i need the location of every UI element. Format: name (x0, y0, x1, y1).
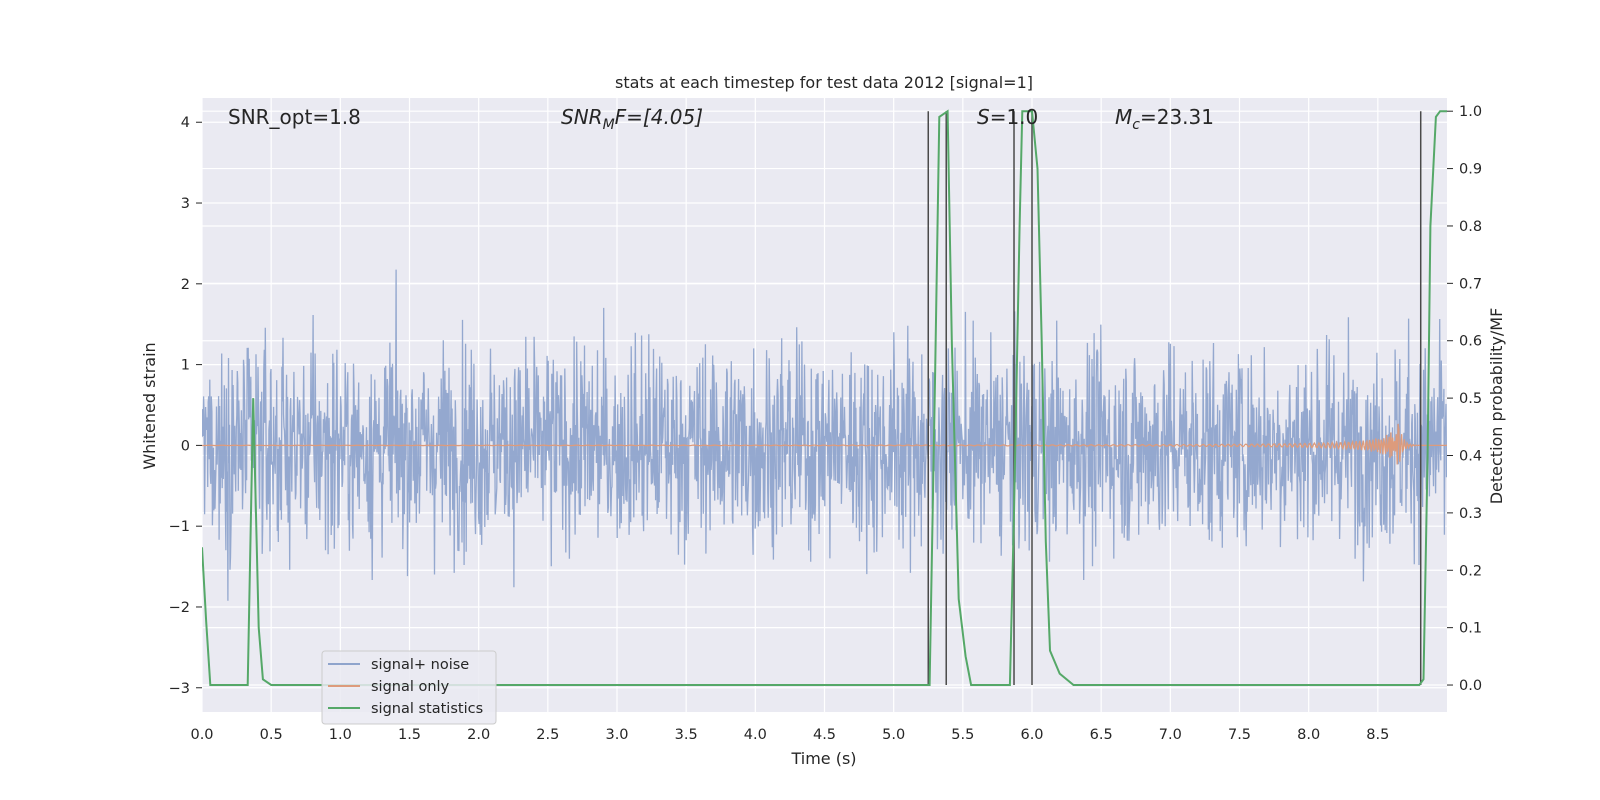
x-tick-label: 5.0 (882, 727, 905, 743)
y-tick-label-left: 0 (181, 438, 190, 454)
y-tick-label-right: 0.4 (1459, 448, 1482, 464)
x-ticks: 0.0 0.5 1.0 1.5 2.0 2.5 3.0 3.5 4.0 4.5 5.0 5.5 6.0 6… (190, 727, 1389, 743)
x-tick-label: 5.5 (951, 727, 974, 743)
y-tick-label-left: 1 (181, 358, 190, 374)
x-tick-label: 4.5 (813, 727, 836, 743)
y-tick-label-right: 0.2 (1459, 563, 1482, 579)
y-tick-label-left: 2 (181, 277, 190, 293)
x-tick-label: 8.0 (1297, 727, 1320, 743)
y-tick-label-left: −2 (169, 600, 190, 616)
y-tick-label-right: 0.1 (1459, 621, 1482, 637)
legend-label-statistics: signal statistics (371, 701, 483, 717)
x-axis-label: Time (s) (790, 749, 856, 768)
x-tick-label: 0.0 (190, 727, 213, 743)
legend-box (321, 650, 497, 725)
x-tick-label: 8.5 (1366, 727, 1389, 743)
x-tick-label: 6.0 (1020, 727, 1043, 743)
y-tick-label-right: 0.3 (1459, 506, 1482, 522)
y-tick-label-right: 0.0 (1459, 678, 1482, 694)
annotation-s: S=1.0 (977, 105, 1038, 129)
x-tick-label: 6.5 (1090, 727, 1113, 743)
x-tick-label: 1.5 (398, 727, 421, 743)
signal-noise-line (202, 269, 1447, 601)
y-ticks-right: 0.0 0.1 0.2 0.3 0.4 0.5 0.6 0.7 0.8 0.9 1.0 (1447, 104, 1482, 694)
legend-label-signal: signal only (371, 679, 450, 695)
x-tick-label: 7.5 (1228, 727, 1251, 743)
y-tick-label-left: −1 (169, 519, 190, 535)
legend-label-noise: signal+ noise (371, 657, 469, 673)
x-tick-label: 0.5 (260, 727, 283, 743)
y-tick-label-left: 4 (181, 115, 190, 131)
y-tick-label-right: 0.9 (1459, 162, 1482, 178)
x-tick-label: 4.0 (744, 727, 767, 743)
x-tick-label: 2.0 (467, 727, 490, 743)
y-axis-label-right: Detection probability/MF (1487, 308, 1506, 505)
y-tick-label-right: 0.7 (1459, 276, 1482, 292)
signal-only-line (202, 423, 1447, 465)
x-tick-label: 3.5 (675, 727, 698, 743)
annotation-snr-mf: SNRMF=[4.05] (561, 105, 703, 133)
y-tick-label-left: −3 (169, 681, 190, 697)
y-tick-label-left: 3 (181, 196, 190, 212)
y-tick-label-right: 0.6 (1459, 334, 1482, 350)
x-tick-label: 7.0 (1159, 727, 1182, 743)
x-tick-label: 2.5 (536, 727, 559, 743)
y-axis-label-left: Whitened strain (140, 342, 159, 469)
x-tick-label: 3.0 (605, 727, 628, 743)
y-tick-label-right: 0.8 (1459, 219, 1482, 235)
y-tick-label-right: 0.5 (1459, 391, 1482, 407)
x-tick-label: 1.0 (329, 727, 352, 743)
y-tick-label-right: 1.0 (1459, 104, 1482, 120)
series-layer (202, 109, 1447, 686)
signal-statistics-line (202, 109, 1447, 686)
annotation-mc: Mc=23.31 (1115, 105, 1214, 133)
legend: signal+ noise signal only signal statist… (321, 650, 497, 725)
annotation-snr-opt: SNR_opt=1.8 (228, 105, 361, 129)
chart-title: stats at each timestep for test data 201… (615, 73, 1033, 92)
y-ticks-left: −3 −2 −1 0 1 2 3 4 (169, 115, 202, 697)
